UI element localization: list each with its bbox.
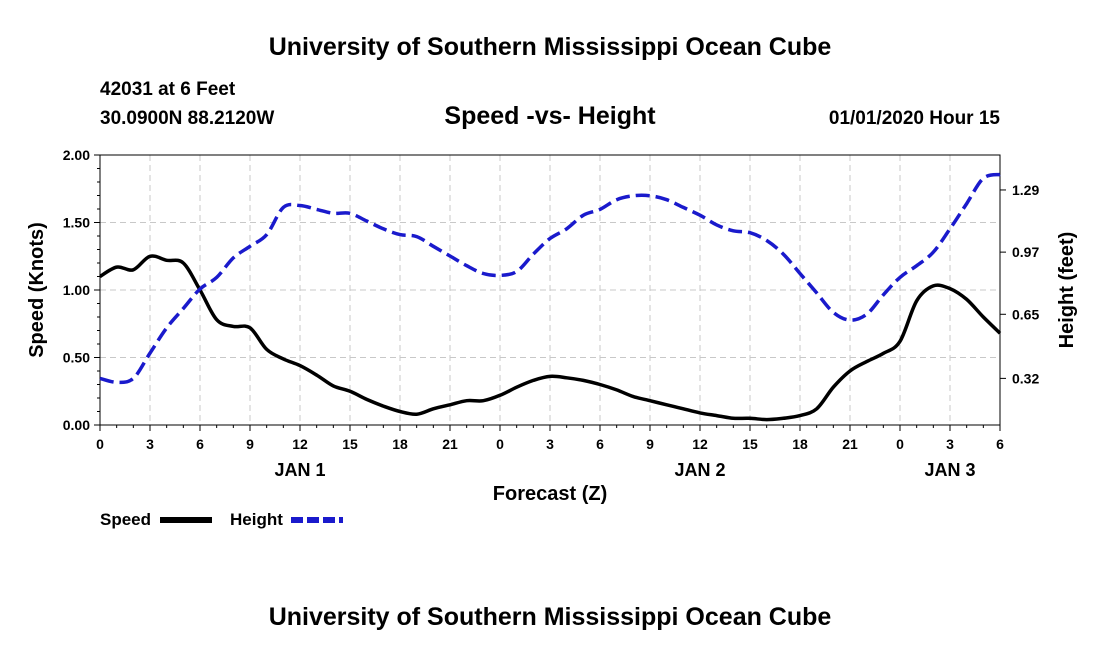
page-title-bottom: University of Southern Mississippi Ocean… [269,603,832,631]
x-tick-label: 0 [496,436,504,452]
station-label: 42031 at 6 Feet [100,79,236,100]
legend: Speed Height [100,510,343,529]
x-tick-label: 12 [692,436,708,452]
legend-speed-label: Speed [100,510,151,529]
x-tick-label: 18 [792,436,808,452]
day-label: JAN 3 [924,460,975,480]
y-axis-label: Speed (Knots) [26,222,48,358]
chart-title: Speed -vs- Height [444,102,656,130]
y2-tick-label: 0.65 [1012,306,1039,322]
x-tick-label: 9 [646,436,654,452]
series-lines [99,172,1002,422]
x-tick-label: 12 [292,436,308,452]
x-tick-label: 6 [996,436,1004,452]
day-label: JAN 2 [674,460,725,480]
y2-tick-label: 0.32 [1012,370,1039,386]
series-line-height [99,172,1001,385]
x-tick-label: 18 [392,436,408,452]
x-tick-labels: 0 3 6 9 12 15 18 21 0 3 6 9 12 15 18 21 0 3 6 [96,436,1004,452]
x-tick-label: 15 [742,436,758,452]
x-tick-label: 6 [596,436,604,452]
x-tick-label: 3 [546,436,554,452]
y2-tick-label: 1.29 [1012,182,1039,198]
page-title-top: University of Southern Mississippi Ocean… [269,33,832,61]
y2-tick-label: 0.97 [1012,244,1039,260]
x-tick-label: 6 [196,436,204,452]
axis-ticks [94,154,1006,431]
x-tick-label: 3 [146,436,154,452]
x-tick-label: 0 [896,436,904,452]
y-tick-label: 1.00 [63,282,90,298]
x-tick-label: 21 [842,436,858,452]
y-tick-label: 0.50 [63,350,90,366]
y2-axis-label: Height (feet) [1056,232,1078,349]
y-tick-labels: 0.00 0.50 1.00 1.50 2.00 [63,147,90,433]
grid-lines [100,155,1000,425]
x-tick-label: 15 [342,436,358,452]
y-tick-label: 1.50 [63,215,90,231]
x-axis-label: Forecast (Z) [493,483,607,505]
coordinates-label: 30.0900N 88.2120W [100,108,274,129]
x-tick-label: 21 [442,436,458,452]
day-label: JAN 1 [274,460,325,480]
x-tick-label: 0 [96,436,104,452]
day-labels: JAN 1 JAN 2 JAN 3 [274,460,975,480]
timestamp-label: 01/01/2020 Hour 15 [829,108,1001,129]
series-line-speed [99,254,1002,422]
y-tick-label: 0.00 [63,417,90,433]
y2-tick-labels: 0.32 0.65 0.97 1.29 [1012,182,1039,386]
y-tick-label: 2.00 [63,147,90,163]
x-tick-label: 3 [946,436,954,452]
x-tick-label: 9 [246,436,254,452]
legend-height-label: Height [230,510,283,529]
